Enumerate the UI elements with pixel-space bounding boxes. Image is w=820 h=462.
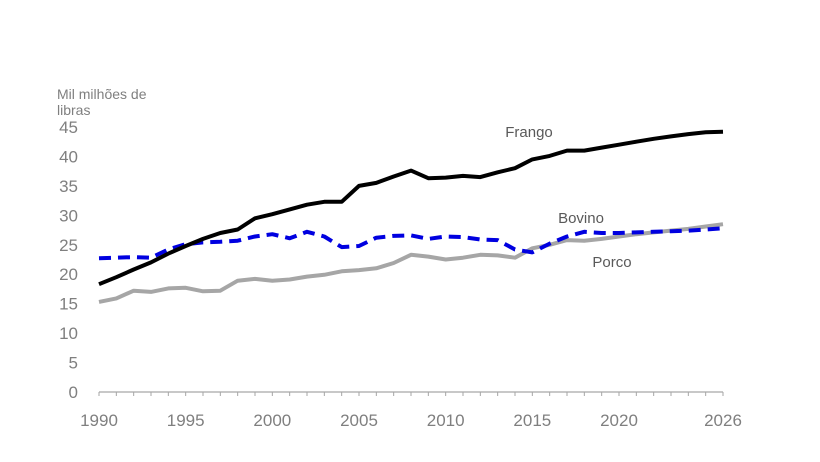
y-tick-label: 10 xyxy=(59,324,78,343)
y-tick-label: 40 xyxy=(59,147,78,166)
x-tick-label: 2005 xyxy=(340,411,378,430)
series-line-bovino xyxy=(98,226,724,261)
series-line-frango xyxy=(98,129,724,287)
y-tick-label: 25 xyxy=(59,236,78,255)
x-tick-label: 2020 xyxy=(600,411,638,430)
series-line-porco xyxy=(98,222,724,304)
y-axis-label-line2: libras xyxy=(57,102,90,118)
y-tick-label: 15 xyxy=(59,295,78,314)
x-tick-label: 1995 xyxy=(167,411,205,430)
y-tick-label: 0 xyxy=(69,383,78,402)
y-tick-label: 35 xyxy=(59,177,78,196)
x-tick-label: 2010 xyxy=(427,411,465,430)
series-label-porco: Porco xyxy=(592,254,631,271)
x-tick-label: 2026 xyxy=(704,411,742,430)
y-tick-label: 5 xyxy=(69,354,78,373)
y-axis-label-line1: Mil milhões de xyxy=(57,86,147,102)
series-label-bovino: Bovino xyxy=(558,210,604,227)
y-tick-label: 20 xyxy=(59,265,78,284)
x-tick-label: 2000 xyxy=(253,411,291,430)
series-label-frango: Frango xyxy=(505,124,553,141)
x-tick-label: 2015 xyxy=(513,411,551,430)
y-tick-label: 30 xyxy=(59,206,78,225)
y-tick-label: 45 xyxy=(59,118,78,137)
x-tick-label: 1990 xyxy=(80,411,118,430)
